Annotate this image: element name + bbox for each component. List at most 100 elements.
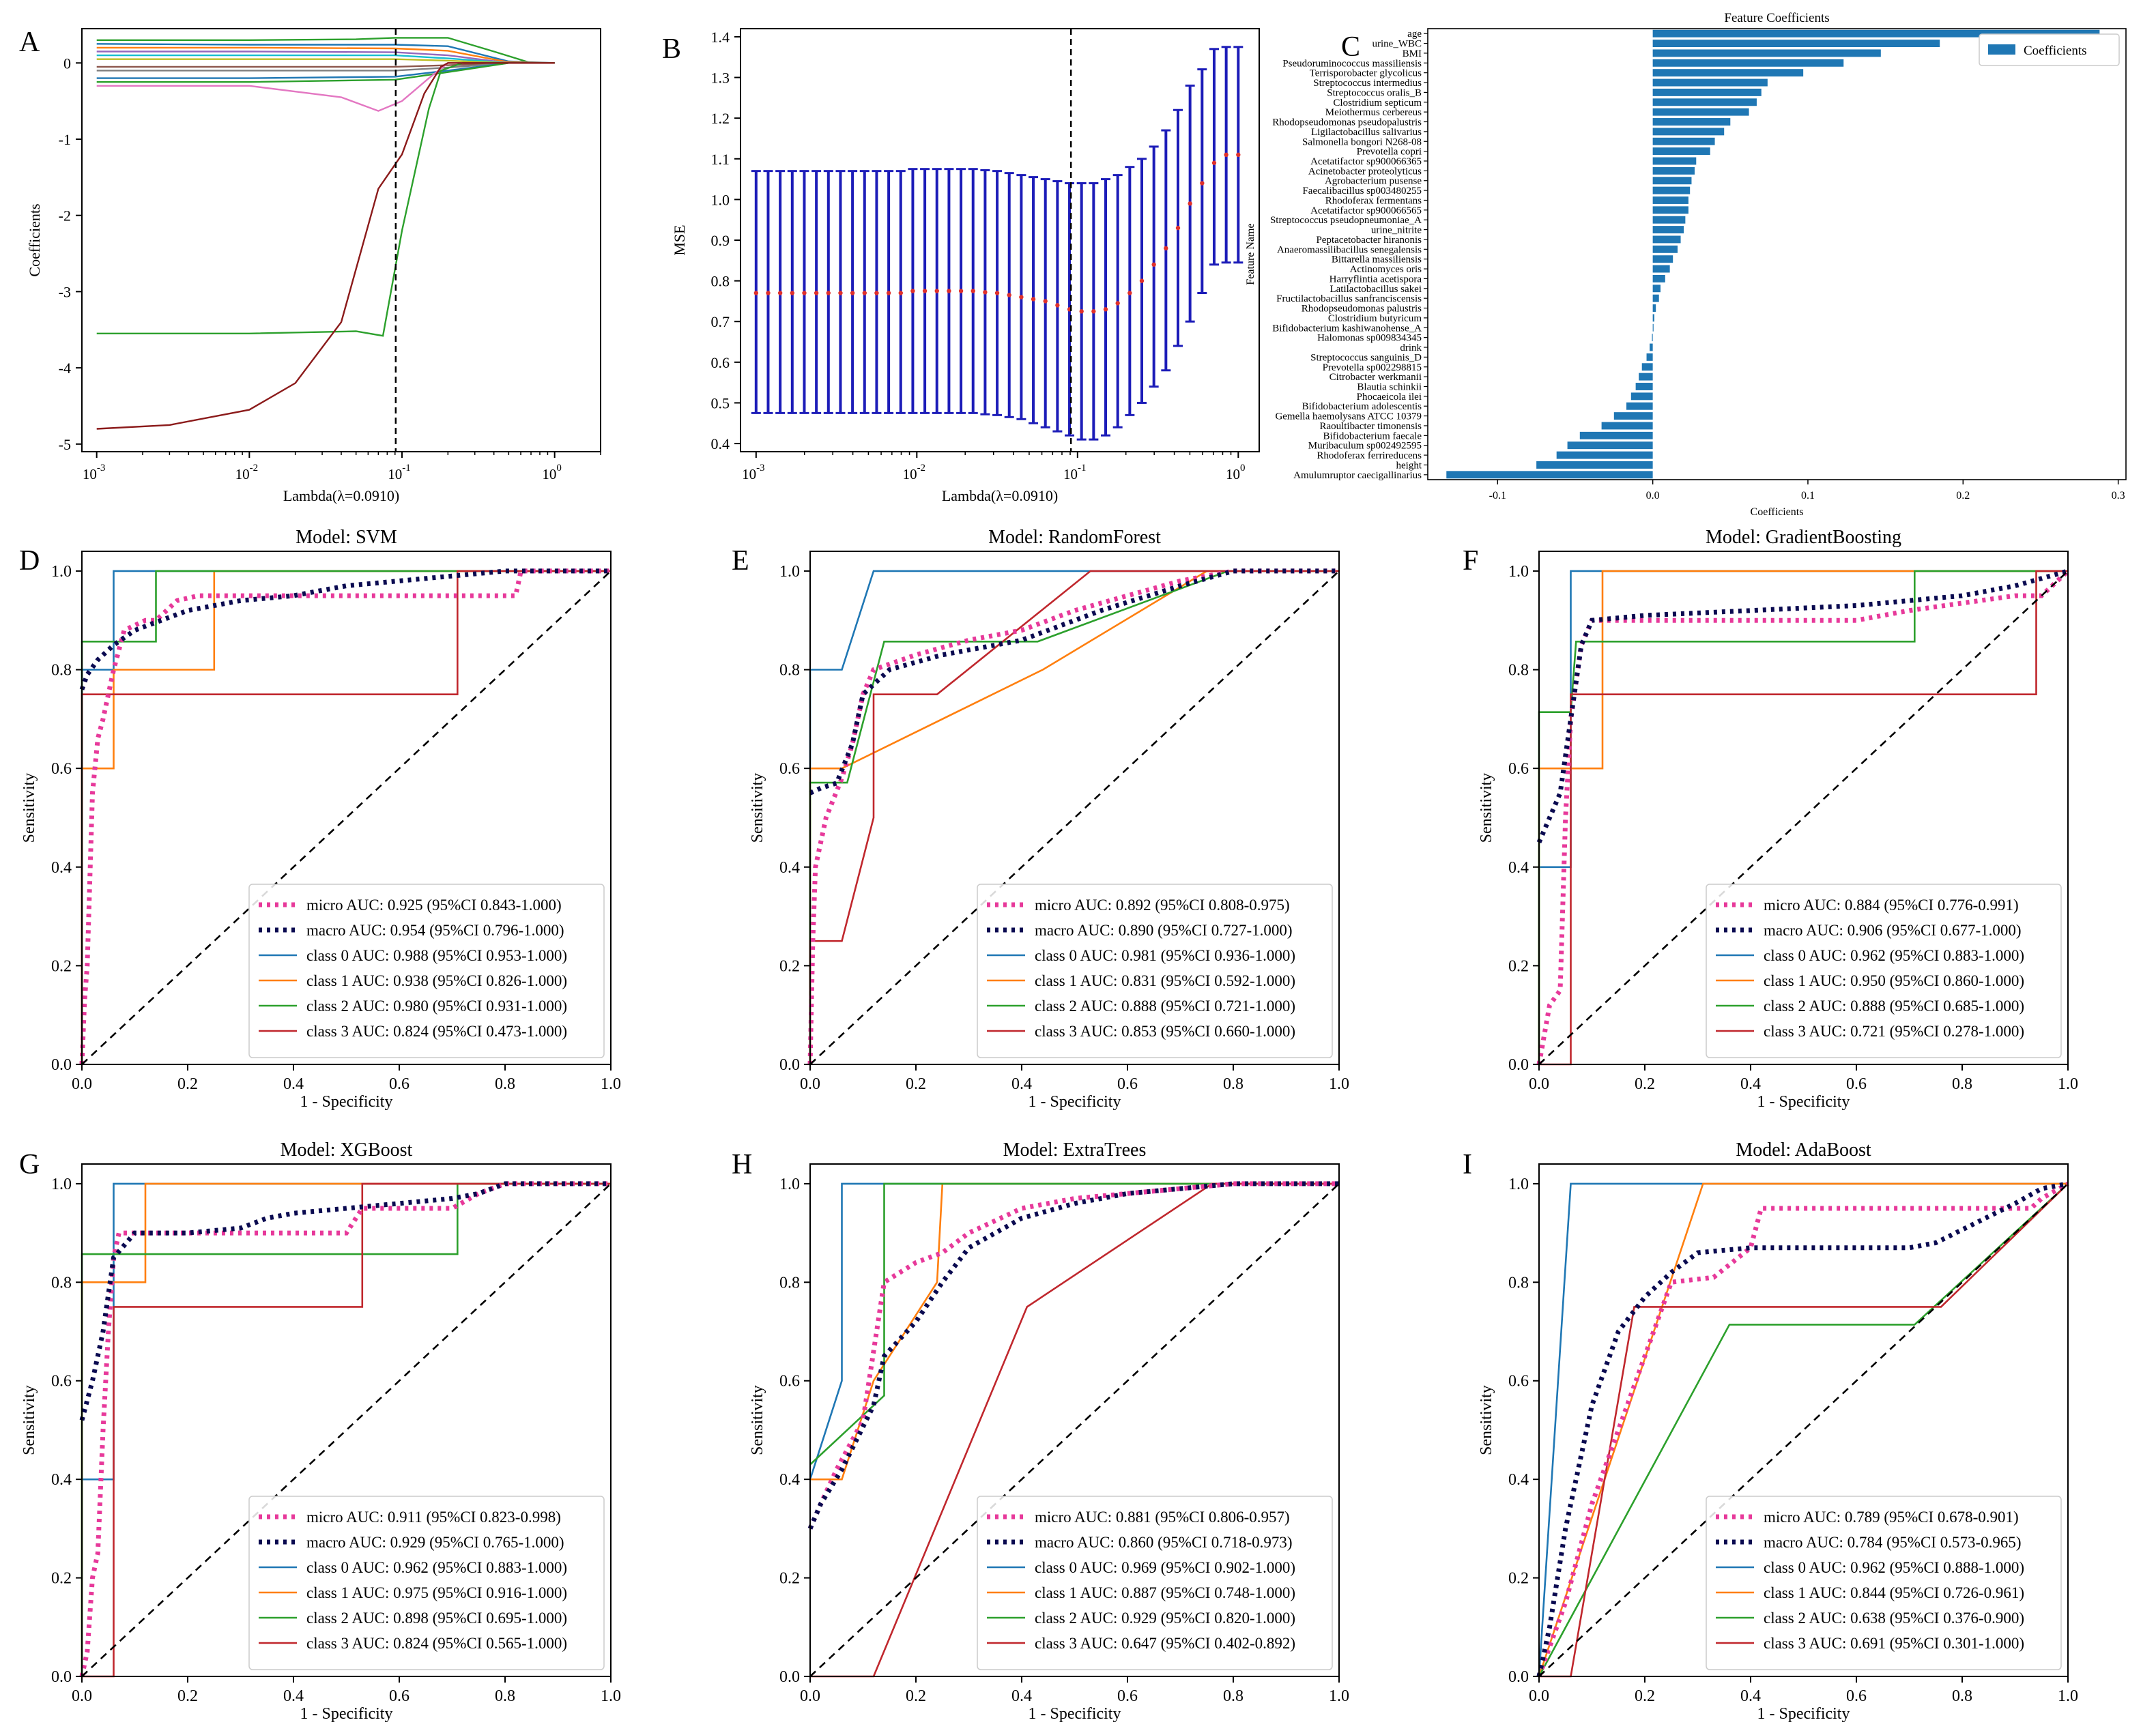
chance-diagonal [1538,1182,2069,1677]
category-label: Prevotella sp002298815 [1323,362,1422,373]
series-line-9 [96,62,555,83]
axes-frame [1538,1163,2069,1677]
bar [1652,78,1768,87]
y-tick-label: 0.6 [1508,1373,1529,1391]
category-label: Harryflintia acetispora [1329,274,1422,285]
bar [1652,285,1661,293]
axes-frame [740,28,1260,452]
category-label: Clostridium septicum [1333,98,1422,108]
bar [1652,59,1844,67]
x-tick-label: 1.0 [2058,1075,2078,1093]
mean-point [994,291,1000,295]
series-line-11 [96,62,555,337]
mean-point [1151,262,1156,267]
legend-label: class 3 AUC: 0.824 (95%CI 0.565-1.000) [306,1635,567,1652]
x-tick-label: 10-2 [903,463,926,482]
mean-point [1200,181,1205,186]
mean-point [1091,309,1096,314]
x-tick-label: 0.1 [1801,490,1815,501]
x-axis-label: Coefficients [1751,506,1804,518]
x-tick-label: 1.0 [601,1075,621,1093]
y-axis-label: Sensitivity [20,1385,38,1455]
category-label: Terrisporobacter glycolicus [1310,68,1422,79]
x-axis-label: 1 - Specificity [1757,1705,1850,1723]
y-tick-label: 0.4 [779,859,800,877]
legend: Coefficients [1979,33,2120,66]
x-tick-label: 0.6 [1117,1687,1138,1705]
axes-frame [1538,551,2069,1065]
x-tick-label: 0.4 [1011,1075,1032,1093]
mean-point [826,291,831,295]
mean-point [910,289,915,293]
roc-curve-1 [79,568,611,690]
bar [1652,147,1710,156]
category-label: Meiothermus cerbereus [1325,107,1422,118]
bar [1652,98,1757,106]
mean-point [934,289,939,293]
bar [1650,343,1653,351]
legend-label: macro AUC: 0.906 (95%CI 0.677-1.000) [1764,922,2022,939]
y-tick-label: -2 [59,207,71,224]
roc-curve-1 [79,1181,611,1421]
panel-i: I 0.00.0 0.2 0.2 0.4 0.4 0.6 0.6 0.8 0.8 1.0 1.0 Mod… [1463,1139,2078,1723]
legend-label: class 1 AUC: 0.831 (95%CI 0.592-1.000) [1035,972,1295,989]
y-tick-label: 0.7 [711,313,730,330]
y-tick-label: 1.2 [711,110,730,127]
y-tick-label: 0.4 [51,859,72,877]
y-tick-label: 0.8 [51,1274,72,1292]
y-tick-label: 0.2 [51,1570,72,1588]
mean-point [983,290,988,295]
chance-diagonal [1538,570,2069,1065]
roc-curve-0 [1536,1181,2069,1678]
x-tick-label: 0.2 [906,1687,926,1705]
legend-label: class 1 AUC: 0.887 (95%CI 0.748-1.000) [1035,1584,1295,1601]
mean-point [1188,201,1192,206]
legend-label: class 3 AUC: 0.647 (95%CI 0.402-0.892) [1035,1635,1295,1652]
bar [1652,255,1673,263]
x-tick-label: 0.2 [1635,1687,1655,1705]
legend-label: micro AUC: 0.789 (95%CI 0.678-0.901) [1764,1509,2019,1526]
x-tick-label: 0.2 [177,1687,198,1705]
legend-box [977,884,1333,1058]
chance-diagonal [81,1182,612,1677]
category-label: Ligilactobacillus salivarius [1311,127,1422,138]
x-tick-label: 0.0 [1529,1075,1549,1093]
legend-label: micro AUC: 0.892 (95%CI 0.808-0.975) [1035,897,1290,914]
y-tick-label: 0.0 [1508,1056,1529,1074]
panel-letter: B [662,33,681,65]
legend: micro AUC: 0.892 (95%CI 0.808-0.975) macr… [977,884,1333,1058]
roc-curve-1 [807,1181,1339,1530]
legend-label: class 1 AUC: 0.950 (95%CI 0.860-1.000) [1764,972,2024,989]
category-label: Halomonas sp009834345 [1317,333,1422,344]
panel-letter: D [19,545,40,577]
x-tick-label: 0.0 [800,1687,820,1705]
axes-frame [809,1163,1340,1677]
legend-label: macro AUC: 0.929 (95%CI 0.765-1.000) [306,1534,564,1551]
legend-label: class 0 AUC: 0.969 (95%CI 0.902-1.000) [1035,1559,1295,1576]
y-tick-label: 1.0 [779,563,800,581]
bar [1652,226,1684,234]
bar [1652,245,1678,253]
bar [1652,40,1940,48]
bar [1652,235,1681,244]
roc-curve-2 [809,1182,1339,1480]
mean-point [1055,303,1060,308]
legend-label: micro AUC: 0.881 (95%CI 0.806-0.957) [1035,1509,1290,1526]
legend: micro AUC: 0.911 (95%CI 0.823-0.998) macr… [248,1496,605,1670]
mean-point [1139,278,1145,283]
legend-label: micro AUC: 0.911 (95%CI 0.823-0.998) [306,1509,561,1526]
x-tick-label: 100 [1226,463,1246,482]
y-tick-label: 0.8 [1508,1274,1529,1292]
mean-point [766,291,771,295]
legend-box [248,884,605,1058]
legend-label: class 0 AUC: 0.981 (95%CI 0.936-1.000) [1035,947,1295,964]
mean-point [922,289,928,293]
category-label: Acinetobacter proteolyticus [1308,166,1422,177]
mean-point [790,291,795,295]
y-tick-label: 0.4 [711,435,730,452]
category-label: Blautia schinkii [1357,381,1422,392]
legend: micro AUC: 0.884 (95%CI 0.776-0.991) macr… [1706,884,2062,1058]
category-label: height [1396,460,1422,471]
chance-diagonal [809,1182,1340,1677]
panel-g: G 0.00.0 0.2 0.2 0.4 0.4 0.6 0.6 0.8 0.8 1.0 1.0 Mod… [19,1139,621,1723]
